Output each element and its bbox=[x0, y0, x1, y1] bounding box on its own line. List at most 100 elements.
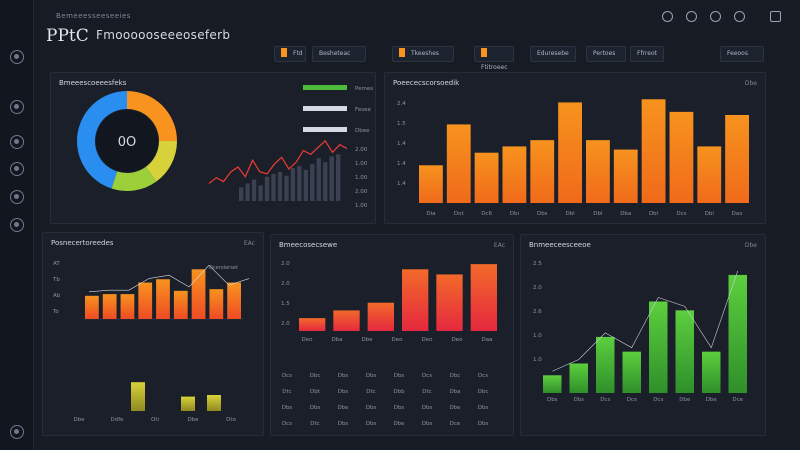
x-tick-label: Deo bbox=[452, 337, 464, 343]
legend-label: Pemes bbox=[355, 86, 373, 92]
app-logo[interactable]: PPtC bbox=[46, 26, 89, 46]
panel-meta[interactable]: Dbe bbox=[744, 242, 757, 249]
bar bbox=[227, 282, 241, 319]
line-chart-bar bbox=[239, 187, 244, 201]
refresh-icon[interactable] bbox=[686, 11, 697, 22]
bar bbox=[120, 294, 135, 319]
table-cell: Dbs bbox=[338, 389, 349, 395]
table-cell: Dbe bbox=[393, 421, 405, 427]
y-tick-label: 2.0 bbox=[281, 261, 290, 267]
axis-tick-label: 1.00 bbox=[355, 203, 368, 209]
target-icon[interactable] bbox=[10, 218, 24, 232]
settings-icon[interactable] bbox=[710, 11, 721, 22]
bar bbox=[622, 351, 641, 393]
tab-4[interactable]: Eduresebe bbox=[530, 46, 576, 62]
table-cell: Dbs bbox=[310, 405, 321, 411]
table-cell: Dtc bbox=[366, 389, 375, 395]
table-cell: Dbs bbox=[282, 405, 293, 411]
tab-label: Ftd bbox=[293, 50, 303, 57]
table-cell: Dbe bbox=[337, 405, 349, 411]
overview-panel: Bmeeescoeeesfeks 0O Pemes Fesee Dbee 2.00 1.0… bbox=[50, 72, 376, 224]
trend-line bbox=[552, 270, 739, 372]
line-chart-bar bbox=[316, 158, 321, 201]
axis-tick-label: 1.00 bbox=[355, 175, 368, 181]
tab-3[interactable]: Ftitroeec bbox=[474, 46, 514, 71]
line-chart-bar bbox=[264, 176, 270, 201]
x-tick-label: Dbi bbox=[705, 211, 715, 217]
bar bbox=[138, 282, 153, 319]
bottom-mid-panel: Bmeecosecsewe EAc 2.0 2.0 1.5 2.0 Deo Dba Dbe D… bbox=[270, 234, 514, 436]
tab-5[interactable]: Pertoes bbox=[586, 46, 626, 62]
bar bbox=[502, 146, 527, 203]
tab-1[interactable]: Besheteac bbox=[312, 46, 366, 62]
bar bbox=[613, 149, 638, 203]
x-tick-label: Dbl bbox=[649, 211, 659, 217]
line-chart-bar bbox=[329, 156, 334, 201]
bar bbox=[102, 294, 117, 319]
dashboard-icon[interactable] bbox=[10, 50, 24, 64]
tab-7[interactable]: Feeoos bbox=[720, 46, 764, 62]
help-icon[interactable] bbox=[10, 425, 24, 439]
bottom-left-chart: Dcerolerset AT Tb Ab To Dbe Ddfe Oti Dbe Dto bbox=[52, 261, 250, 423]
settings-icon[interactable] bbox=[10, 190, 24, 204]
table-cell: Dbs bbox=[422, 405, 433, 411]
bar bbox=[728, 274, 747, 393]
analytics-icon[interactable] bbox=[10, 135, 24, 149]
y-tick-label: 2.0 bbox=[281, 321, 290, 327]
legend-swatch bbox=[303, 85, 347, 90]
x-tick-label: Deo bbox=[302, 337, 314, 343]
table-cell: Dbb bbox=[393, 389, 405, 395]
annotation-label: Dcerolerset bbox=[209, 265, 238, 271]
lower-bar bbox=[181, 396, 195, 411]
line-chart-bar bbox=[251, 179, 257, 201]
panel-title: Bmeeescoeeesfeks bbox=[59, 79, 127, 87]
table-cell: Dbs bbox=[478, 421, 489, 427]
tab-6[interactable]: Ffrreot bbox=[630, 46, 664, 62]
y-tick-label: 1.0 bbox=[533, 333, 542, 339]
y-tick-label: 2.0 bbox=[281, 281, 290, 287]
x-tick-label: Dcs bbox=[627, 397, 637, 403]
breadcrumb[interactable]: Bemeeesseeseeies bbox=[56, 12, 131, 20]
tab-2[interactable]: Tkeeshes bbox=[392, 46, 454, 62]
donut-slice bbox=[145, 141, 177, 182]
bell-icon[interactable] bbox=[662, 11, 673, 22]
bottom-right-chart: 2.5 2.0 2.6 1.0 1.0 Dbs Dbs Dcs Dcs Dcs Dbe Dbe Dce bbox=[533, 261, 747, 403]
line-chart-bar bbox=[290, 167, 296, 201]
tab-label: Feeoos bbox=[727, 50, 748, 57]
bar bbox=[558, 102, 582, 203]
donut-center-label: 0O bbox=[118, 135, 137, 150]
tab-0[interactable]: Ftd bbox=[274, 46, 306, 62]
trend-line bbox=[88, 264, 250, 293]
y-tick-label: 2.4 bbox=[397, 101, 406, 107]
line-chart-bar bbox=[245, 183, 250, 201]
x-tick-label: Oti bbox=[151, 417, 159, 423]
line-chart-bar bbox=[303, 169, 308, 201]
legend-label: Fesee bbox=[355, 107, 371, 113]
y-tick-label: 1.4 bbox=[397, 161, 406, 167]
tab-label: Ftitroeec bbox=[481, 64, 508, 71]
panel-meta[interactable]: Dbe bbox=[744, 80, 757, 87]
user-icon[interactable] bbox=[770, 11, 781, 22]
bar bbox=[569, 363, 588, 393]
line-chart-bar bbox=[336, 154, 341, 201]
lower-bar bbox=[131, 382, 145, 411]
table-cell: Dbs bbox=[478, 405, 489, 411]
y-tick-label: Ab bbox=[53, 293, 61, 299]
table-cell: Dba bbox=[449, 389, 460, 395]
panel-meta[interactable]: EAc bbox=[243, 240, 255, 247]
bar bbox=[470, 264, 497, 331]
panel-title: Bmeecosecsewe bbox=[279, 241, 338, 249]
x-tick-label: Dbe bbox=[73, 417, 85, 423]
table-cell: Dce bbox=[450, 421, 461, 427]
gear-icon[interactable] bbox=[734, 11, 745, 22]
donut-slice bbox=[111, 166, 157, 191]
table-cell: Dbc bbox=[450, 373, 461, 379]
panel-meta[interactable]: EAc bbox=[493, 242, 505, 249]
bar bbox=[367, 302, 394, 331]
tab-label: Eduresebe bbox=[537, 50, 569, 57]
table-cell: Dbs bbox=[394, 373, 405, 379]
page-title: Fmoooooseeeoseferb bbox=[96, 28, 231, 42]
reports-icon[interactable] bbox=[10, 162, 24, 176]
bottom-mid-chart: 2.0 2.0 1.5 2.0 Deo Dba Dbe Deo Deo Deo Daa Dcs Dbc D… bbox=[281, 261, 497, 427]
chart-icon[interactable] bbox=[10, 100, 24, 114]
